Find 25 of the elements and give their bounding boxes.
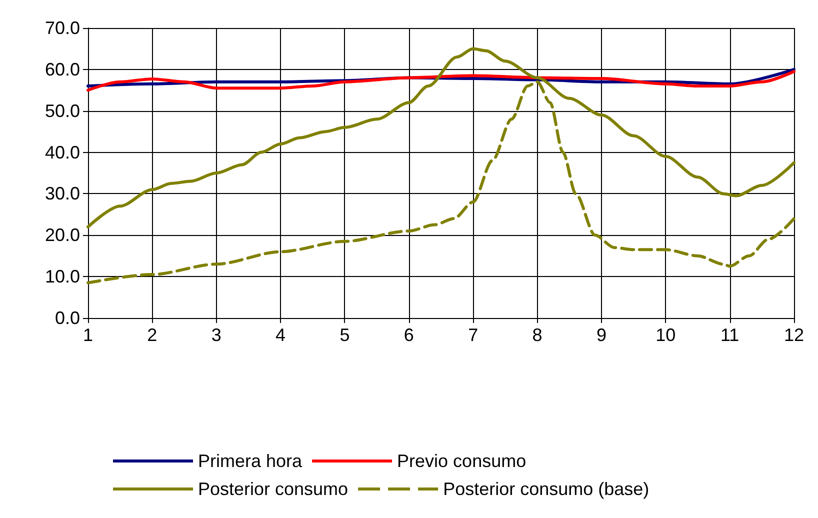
x-tick-label: 11 xyxy=(720,325,740,345)
x-tick-label: 1 xyxy=(82,325,94,345)
legend-label: Previo consumo xyxy=(397,451,526,471)
y-tick-label: 70.0 xyxy=(44,18,80,38)
y-tick-label: 0.0 xyxy=(54,308,80,328)
x-tick-label: 7 xyxy=(468,325,478,345)
x-tick-label: 4 xyxy=(276,325,286,345)
x-tick-label: 6 xyxy=(404,325,414,345)
y-tick-label: 10.0 xyxy=(44,266,80,287)
x-tick-label: 3 xyxy=(211,325,222,345)
x-tick-label: 2 xyxy=(147,325,158,345)
x-tick-label: 10 xyxy=(656,325,676,345)
y-tick-label: 60.0 xyxy=(44,59,80,80)
x-tick-label: 8 xyxy=(532,325,542,345)
legend-label: Primera hora xyxy=(198,451,304,471)
x-tick-label: 5 xyxy=(340,325,350,345)
line-series xyxy=(86,70,796,92)
y-tick-label: 30.0 xyxy=(44,184,80,204)
x-tick-label: 12 xyxy=(784,325,804,345)
legend-label: Posterior consumo xyxy=(198,479,348,499)
y-tick-label: 20.0 xyxy=(44,225,80,246)
y-tick-label: 40.0 xyxy=(44,142,80,162)
y-tick-label: 50.0 xyxy=(44,100,80,121)
legend-label: Posterior consumo (base) xyxy=(443,479,650,499)
x-tick-label: 9 xyxy=(596,325,606,345)
